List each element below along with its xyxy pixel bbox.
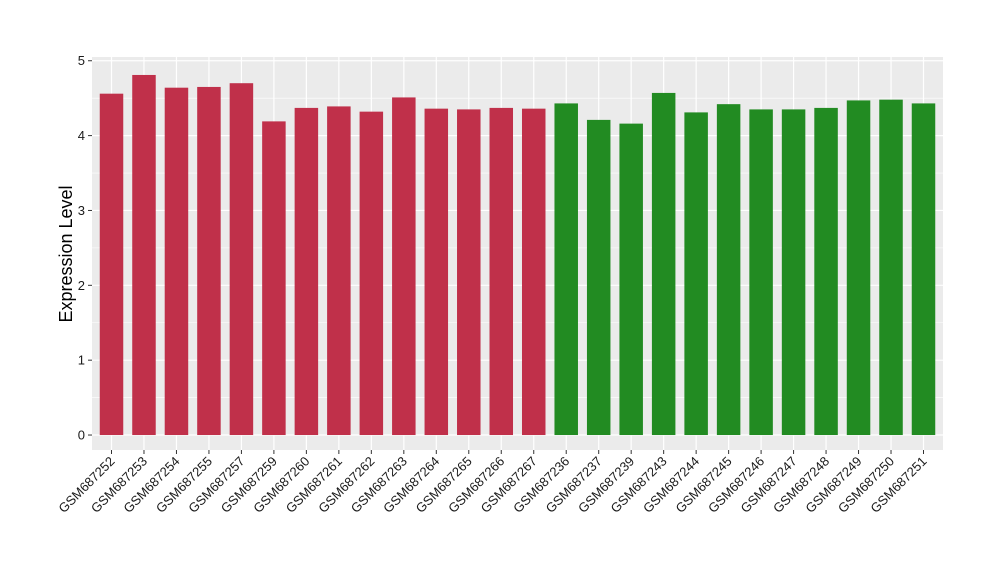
bar-GSM687249 [846,100,871,436]
bar-GSM687250 [879,99,903,436]
bar-GSM687257 [229,83,254,436]
y-tick-label: 5 [78,53,85,68]
bar-GSM687239 [619,123,643,436]
bar-GSM687263 [392,97,416,436]
bar-GSM687246 [749,109,773,436]
bar-GSM687266 [489,107,514,436]
y-tick-label: 3 [78,203,85,218]
y-tick-label: 4 [78,128,85,143]
y-tick-label: 1 [78,353,85,368]
bar-GSM687245 [716,104,741,436]
bar-GSM687264 [424,108,449,436]
bar-GSM687253 [132,74,156,436]
bars [99,74,936,436]
bar-GSM687261 [327,106,351,436]
bar-GSM687265 [457,109,481,436]
bar-GSM687254 [164,87,189,436]
bar-GSM687247 [781,109,806,436]
bar-GSM687243 [651,92,676,436]
bar-GSM687252 [99,93,124,436]
bar-GSM687251 [911,103,936,436]
bar-GSM687260 [294,107,319,436]
x-axis: GSM687252GSM687253GSM687254GSM687255GSM6… [55,450,930,516]
bar-GSM687244 [684,112,708,436]
y-axis: 0 1 2 3 4 5 [78,53,92,443]
bar-GSM687262 [359,111,384,436]
bar-GSM687267 [521,108,546,436]
y-axis-title: Expression Level [56,185,76,322]
bar-GSM687259 [262,121,286,436]
bar-GSM687237 [586,119,611,436]
bar-GSM687248 [814,107,838,436]
y-tick-label: 2 [78,278,85,293]
bar-GSM687255 [197,86,221,436]
bar-GSM687236 [554,103,578,436]
y-tick-label: 0 [78,428,85,443]
